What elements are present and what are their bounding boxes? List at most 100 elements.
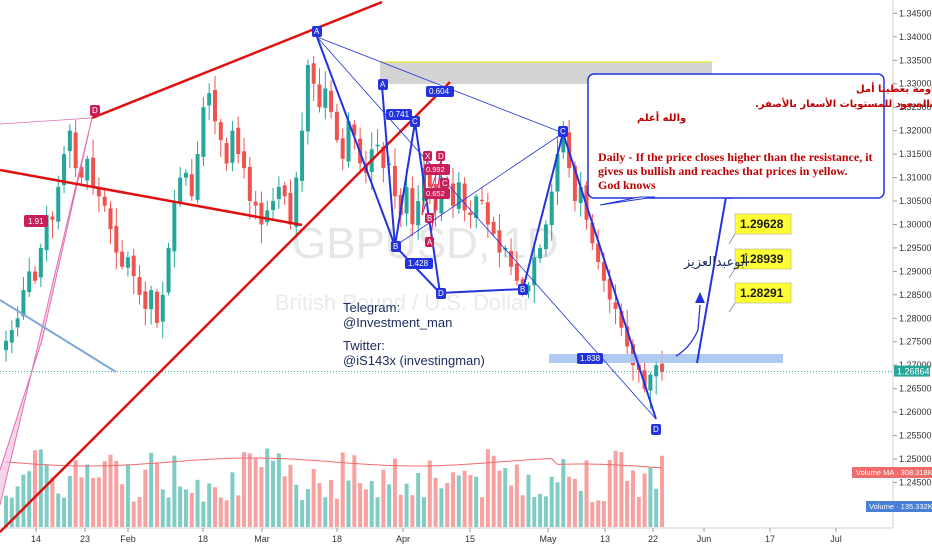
volume-bar: [590, 501, 595, 527]
svg-text:A: A: [427, 238, 433, 247]
volume-bar: [294, 484, 299, 527]
analysis-callout[interactable]: الفريم اليومي - في حالة أغلاق السعر أعلى…: [587, 73, 932, 206]
volume-bar: [520, 495, 525, 527]
volume-bar: [572, 478, 577, 527]
candle-body: [207, 93, 212, 106]
candle-body: [480, 199, 485, 202]
volume-bar: [102, 461, 107, 527]
time-tick-label: May: [539, 534, 557, 544]
horizontal-trend-line[interactable]: [0, 168, 303, 227]
candle-body: [259, 202, 264, 225]
volume-bar: [363, 489, 368, 527]
target-1: 1.29628: [740, 217, 784, 231]
candle-body: [305, 64, 310, 132]
candle-body: [485, 202, 490, 225]
candle-body: [79, 167, 84, 178]
svg-text:C: C: [560, 127, 566, 136]
volume-bar: [195, 479, 200, 527]
volume-bar: [242, 452, 247, 527]
candle-body: [491, 221, 496, 234]
volume-bar: [416, 472, 421, 527]
volume-bar: [346, 480, 351, 527]
price-tick-label: 1.29500: [899, 243, 932, 253]
volume-bar: [50, 477, 55, 527]
support-zone[interactable]: [549, 354, 783, 363]
target-labels[interactable]: 1.29628 1.28939 1.28291: [728, 213, 792, 313]
volume-bar: [410, 495, 415, 527]
volume-bar: [660, 455, 664, 527]
rising-trend-line[interactable]: [0, 81, 451, 533]
volume-ma-line: [5, 457, 663, 469]
volume-bar: [15, 486, 20, 527]
price-tick-label: 1.31500: [899, 149, 932, 159]
volume-bar: [636, 496, 641, 527]
candle-body: [265, 210, 270, 223]
harmonic-pattern-pink[interactable]: [421, 157, 443, 243]
candle-body: [392, 165, 397, 197]
candle-body: [607, 278, 612, 300]
volume-bar: [56, 493, 61, 527]
upper-trend-line[interactable]: [91, 0, 383, 120]
candle-body: [538, 247, 543, 259]
instrument-watermark: British Pound / U.S. Dollar: [275, 290, 531, 315]
candle-body: [462, 183, 467, 211]
candle-body: [189, 174, 194, 197]
svg-text:0.992: 0.992: [426, 165, 445, 174]
volume-bar: [404, 483, 409, 527]
candle-body: [44, 215, 49, 251]
time-tick-label: 15: [465, 534, 475, 544]
time-axis[interactable]: 14 23 Feb 18 Mar 18 Apr 15 May 13 22 Jun 17 Jul: [0, 527, 893, 544]
price-axis[interactable]: 1.34500 1.34000 1.33500 1.33000 1.32500 1.320…: [892, 0, 932, 528]
telegram-handle: @Investment_man: [343, 315, 452, 330]
candle-body: [160, 294, 165, 322]
volume-bar: [137, 497, 142, 527]
price-tick-label: 1.34000: [899, 32, 932, 42]
annotation-english-3: God knows: [598, 178, 656, 192]
candle-body: [410, 188, 415, 225]
volume-bar: [503, 468, 508, 527]
candle-body: [253, 201, 258, 206]
volume-bar: [567, 476, 572, 527]
candle-body: [509, 251, 514, 267]
volume-bar: [259, 467, 264, 527]
candle-body: [572, 165, 577, 202]
candle-body: [404, 186, 409, 214]
pink-pattern-outline[interactable]: [0, 117, 93, 506]
volume-bar: [323, 497, 328, 527]
volume-bar: [392, 458, 397, 527]
harmonic-pattern-blue[interactable]: [316, 36, 657, 420]
volume-bar: [491, 455, 496, 527]
projection-arrow-2: [696, 196, 727, 364]
candle-body: [271, 201, 276, 211]
pink-guide-line: [0, 117, 93, 125]
annotation-arabic-3: والله أعلم: [637, 111, 686, 124]
price-tick-label: 1.32000: [899, 126, 932, 136]
candle-body: [340, 138, 345, 159]
volume-bar: [613, 450, 618, 527]
candle-body: [236, 127, 241, 155]
harmonic-pattern-blue-2[interactable]: [381, 85, 441, 294]
descending-guide-line[interactable]: [0, 299, 117, 373]
candle-body: [590, 222, 595, 244]
time-tick-label: Apr: [396, 534, 410, 544]
candle-body: [212, 90, 217, 122]
volume-bar: [538, 493, 543, 527]
time-tick-label: 17: [765, 534, 775, 544]
candle-body: [178, 177, 183, 204]
svg-text:1.428: 1.428: [408, 259, 429, 268]
price-tick-label: 1.30500: [899, 196, 932, 206]
volume-bar: [462, 470, 467, 527]
current-price-tag: 1.26864: [894, 365, 930, 377]
volume-bar: [85, 464, 90, 527]
volume-bar: [224, 500, 229, 527]
volume-bar: [480, 497, 485, 527]
candle-body: [451, 183, 456, 206]
price-tick-label: 1.31000: [899, 173, 932, 183]
pattern-labels: A A B C D B C D D X D B A C: [90, 26, 661, 435]
candle-body: [85, 158, 90, 181]
time-tick-label: 18: [198, 534, 208, 544]
candle-body: [555, 154, 560, 192]
volume-bar: [4, 495, 8, 527]
volume-bar: [334, 498, 339, 527]
